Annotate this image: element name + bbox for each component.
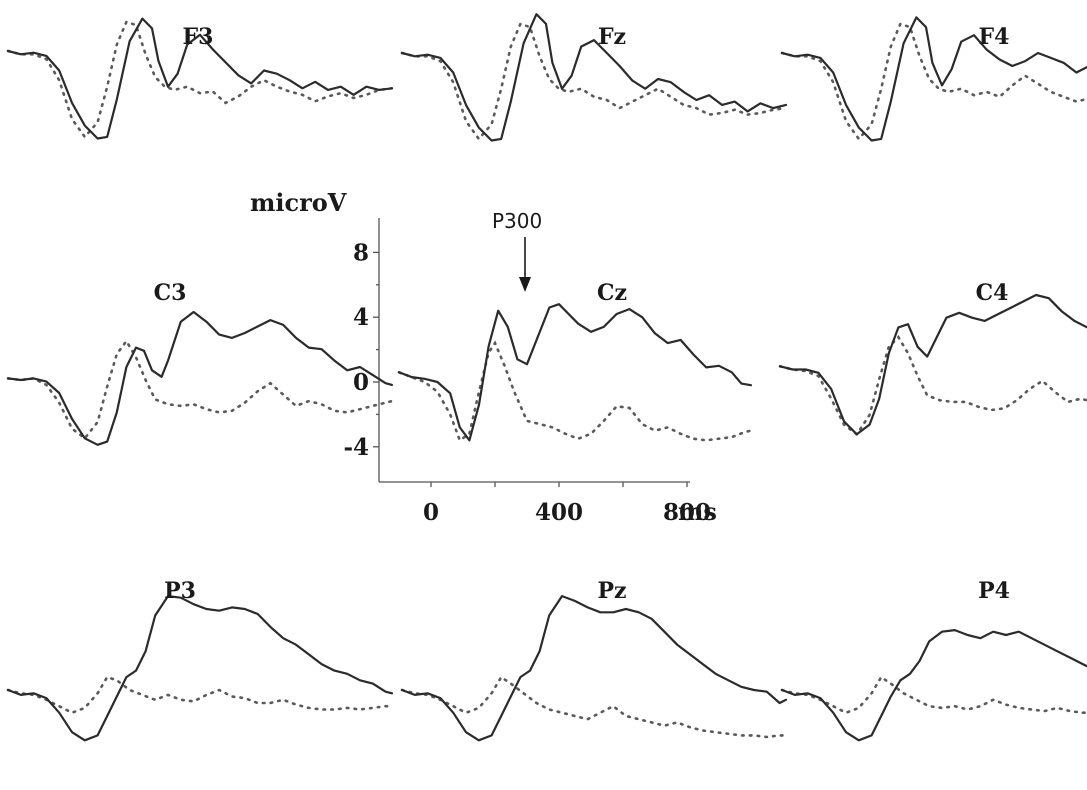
series-solid-cz <box>397 303 753 442</box>
p300-annotation-label: P300 <box>492 209 542 233</box>
x-unit-label: ms <box>678 497 717 526</box>
electrode-label-p4: P4 <box>978 578 1010 604</box>
series-solid-c4 <box>778 293 1087 436</box>
panel-cz: Cz <box>397 280 753 443</box>
electrode-label-fz: Fz <box>598 24 626 50</box>
x-tick-label: 400 <box>535 499 583 526</box>
series-dotted-c4 <box>778 334 1087 437</box>
series-dotted-f4 <box>780 22 1087 141</box>
central-axes: microV ms <box>250 188 717 526</box>
electrode-label-p3: P3 <box>164 578 196 604</box>
series-solid-c3 <box>6 310 394 446</box>
panel-p4: P4 <box>780 578 1087 742</box>
y-tick-label: 8 <box>353 239 369 266</box>
series-dotted-cz <box>397 340 753 443</box>
series-solid-f3 <box>6 17 394 140</box>
electrode-label-cz: Cz <box>597 280 627 306</box>
series-solid-f4 <box>780 16 1087 142</box>
annotation-group: P300 <box>492 209 542 292</box>
series-solid-pz <box>400 595 788 742</box>
y-unit-label: microV <box>250 188 347 217</box>
series-dotted-fz <box>400 22 788 141</box>
x-tick-label: 0 <box>423 499 439 526</box>
panel-f3: F3 <box>6 17 394 140</box>
electrode-panels: F3 Fz F4 C3 Cz C4 P3 Pz P4 <box>6 13 1087 742</box>
series-dotted-p4 <box>780 675 1087 715</box>
series-solid-fz <box>400 13 788 142</box>
series-dotted-pz <box>400 675 788 739</box>
series-dotted-p3 <box>6 675 394 715</box>
panel-fz: Fz <box>400 13 788 142</box>
x-tick-label: 800 <box>663 499 711 526</box>
series-solid-p4 <box>780 629 1087 742</box>
series-dotted-c3 <box>6 338 394 441</box>
axis-ticks: 8 4 0 -4 0 400 800 <box>343 239 711 526</box>
series-solid-p3 <box>6 595 394 742</box>
electrode-label-pz: Pz <box>597 578 626 604</box>
panel-pz: Pz <box>400 578 788 742</box>
electrode-label-c3: C3 <box>154 280 187 306</box>
panel-c3: C3 <box>6 280 394 446</box>
electrode-label-f4: F4 <box>979 24 1010 50</box>
panel-p3: P3 <box>6 578 394 742</box>
panel-c4: C4 <box>778 280 1087 437</box>
electrode-label-c4: C4 <box>976 280 1009 306</box>
p300-arrow-head <box>519 277 531 292</box>
y-tick-label: 4 <box>353 304 369 331</box>
series-dotted-f3 <box>6 20 394 139</box>
y-tick-label: -4 <box>343 434 369 461</box>
y-tick-label: 0 <box>353 369 369 396</box>
panel-f4: F4 <box>780 16 1087 142</box>
electrode-label-f3: F3 <box>183 24 214 50</box>
